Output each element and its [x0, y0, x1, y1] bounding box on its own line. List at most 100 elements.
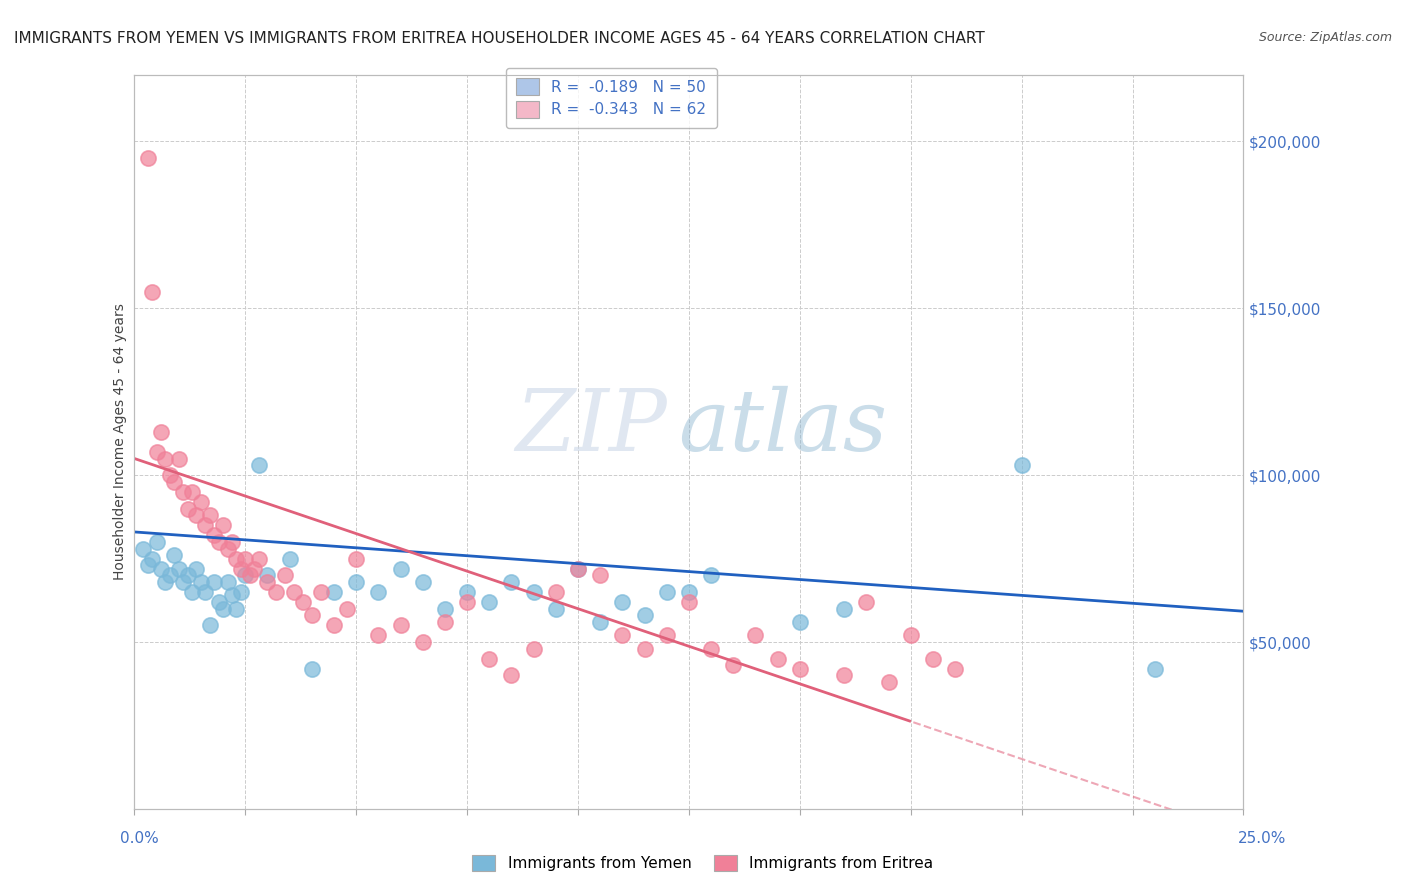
Point: [900, 628, 922, 642]
Point: [149, 425, 172, 439]
Point: [221, 588, 243, 602]
Point: [832, 668, 855, 682]
Point: [155, 451, 177, 466]
Text: Source: ZipAtlas.com: Source: ZipAtlas.com: [1258, 31, 1392, 45]
Point: [456, 585, 478, 599]
Point: [655, 628, 678, 642]
Point: [744, 628, 766, 642]
Point: [141, 551, 163, 566]
Point: [212, 601, 235, 615]
Point: [186, 508, 208, 523]
Point: [145, 535, 167, 549]
Point: [567, 562, 589, 576]
Point: [389, 562, 412, 576]
Point: [633, 608, 655, 623]
Point: [198, 618, 221, 632]
Point: [247, 458, 270, 473]
Point: [256, 574, 278, 589]
Point: [221, 535, 243, 549]
Point: [229, 585, 252, 599]
Point: [181, 484, 204, 499]
Point: [544, 601, 567, 615]
Y-axis label: Householder Income Ages 45 - 64 years: Householder Income Ages 45 - 64 years: [114, 303, 128, 581]
Point: [190, 574, 212, 589]
Point: [789, 615, 811, 629]
Point: [336, 601, 359, 615]
Point: [412, 635, 434, 649]
Point: [323, 618, 346, 632]
Point: [655, 585, 678, 599]
Point: [301, 608, 323, 623]
Point: [176, 501, 198, 516]
Point: [523, 641, 546, 656]
Point: [176, 568, 198, 582]
Point: [700, 568, 723, 582]
Point: [145, 445, 167, 459]
Point: [1143, 662, 1166, 676]
Point: [278, 551, 301, 566]
Point: [172, 574, 194, 589]
Point: [877, 675, 900, 690]
Legend: R =  -0.189   N = 50, R =  -0.343   N = 62: R = -0.189 N = 50, R = -0.343 N = 62: [506, 68, 717, 128]
Point: [855, 595, 877, 609]
Point: [678, 595, 700, 609]
Point: [478, 595, 501, 609]
Point: [266, 585, 288, 599]
Point: [225, 601, 247, 615]
Point: [243, 562, 266, 576]
Point: [132, 541, 155, 556]
Legend: Immigrants from Yemen, Immigrants from Eritrea: Immigrants from Yemen, Immigrants from E…: [467, 849, 939, 877]
Point: [136, 151, 159, 165]
Point: [198, 508, 221, 523]
Point: [217, 574, 239, 589]
Text: 25.0%: 25.0%: [1239, 831, 1286, 846]
Point: [283, 585, 305, 599]
Text: atlas: atlas: [678, 385, 887, 468]
Point: [832, 601, 855, 615]
Point: [544, 585, 567, 599]
Text: ZIP: ZIP: [515, 385, 666, 468]
Text: IMMIGRANTS FROM YEMEN VS IMMIGRANTS FROM ERITREA HOUSEHOLDER INCOME AGES 45 - 64: IMMIGRANTS FROM YEMEN VS IMMIGRANTS FROM…: [14, 31, 984, 46]
Point: [159, 468, 181, 483]
Point: [256, 568, 278, 582]
Point: [229, 562, 252, 576]
Text: 0.0%: 0.0%: [120, 831, 159, 846]
Point: [456, 595, 478, 609]
Point: [208, 535, 231, 549]
Point: [167, 451, 190, 466]
Point: [217, 541, 239, 556]
Point: [239, 568, 262, 582]
Point: [700, 641, 723, 656]
Point: [208, 595, 231, 609]
Point: [190, 495, 212, 509]
Point: [163, 549, 186, 563]
Point: [202, 528, 225, 542]
Point: [141, 285, 163, 299]
Point: [233, 551, 256, 566]
Point: [1011, 458, 1033, 473]
Point: [501, 574, 523, 589]
Point: [149, 562, 172, 576]
Point: [612, 595, 634, 609]
Point: [167, 562, 190, 576]
Point: [789, 662, 811, 676]
Point: [367, 628, 389, 642]
Point: [633, 641, 655, 656]
Point: [766, 652, 789, 666]
Point: [589, 615, 612, 629]
Point: [291, 595, 314, 609]
Point: [922, 652, 945, 666]
Point: [523, 585, 546, 599]
Point: [194, 518, 217, 533]
Point: [433, 601, 456, 615]
Point: [501, 668, 523, 682]
Point: [136, 558, 159, 573]
Point: [194, 585, 217, 599]
Point: [181, 585, 204, 599]
Point: [723, 658, 745, 673]
Point: [233, 568, 256, 582]
Point: [202, 574, 225, 589]
Point: [225, 551, 247, 566]
Point: [433, 615, 456, 629]
Point: [163, 475, 186, 489]
